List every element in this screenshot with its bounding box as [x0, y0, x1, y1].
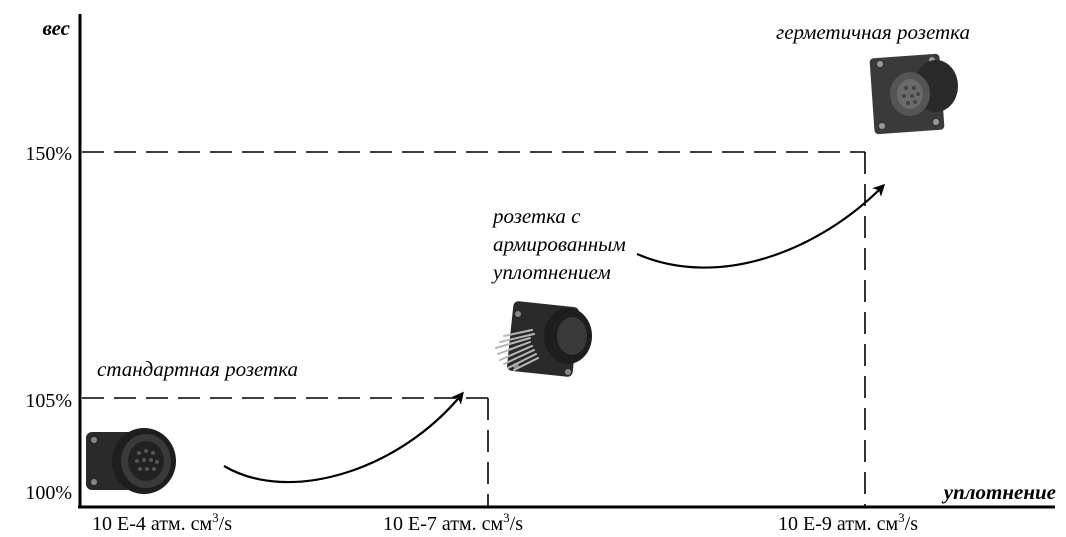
label-reinforced-socket: розетка с армированным уплотнением [491, 204, 631, 284]
label-standard-socket: стандартная розетка [97, 357, 298, 381]
arrow-standard-to-reinforced [223, 391, 464, 484]
guide-box-large [82, 151, 866, 506]
x-tick-1: 10 E-4 атм. см3/s [92, 510, 232, 535]
hermetic-connector-icon [869, 53, 958, 135]
y-tick-150: 150% [25, 143, 72, 165]
reinforced-seal-connector-icon [495, 301, 592, 377]
x-tick-3: 10 E-9 атм. см3/s [778, 510, 918, 535]
y-axis-title: вес [43, 16, 71, 40]
guide-box-small [82, 397, 489, 506]
y-tick-105: 105% [25, 390, 72, 412]
arrow-reinforced-to-hermetic [636, 183, 886, 269]
y-tick-100: 100% [25, 482, 72, 504]
x-axis-title: уплотнение [941, 480, 1056, 504]
x-tick-2: 10 E-7 атм. см3/s [383, 510, 523, 535]
standard-connector-icon [86, 428, 176, 494]
label-hermetic-socket: герметичная розетка [776, 20, 970, 44]
